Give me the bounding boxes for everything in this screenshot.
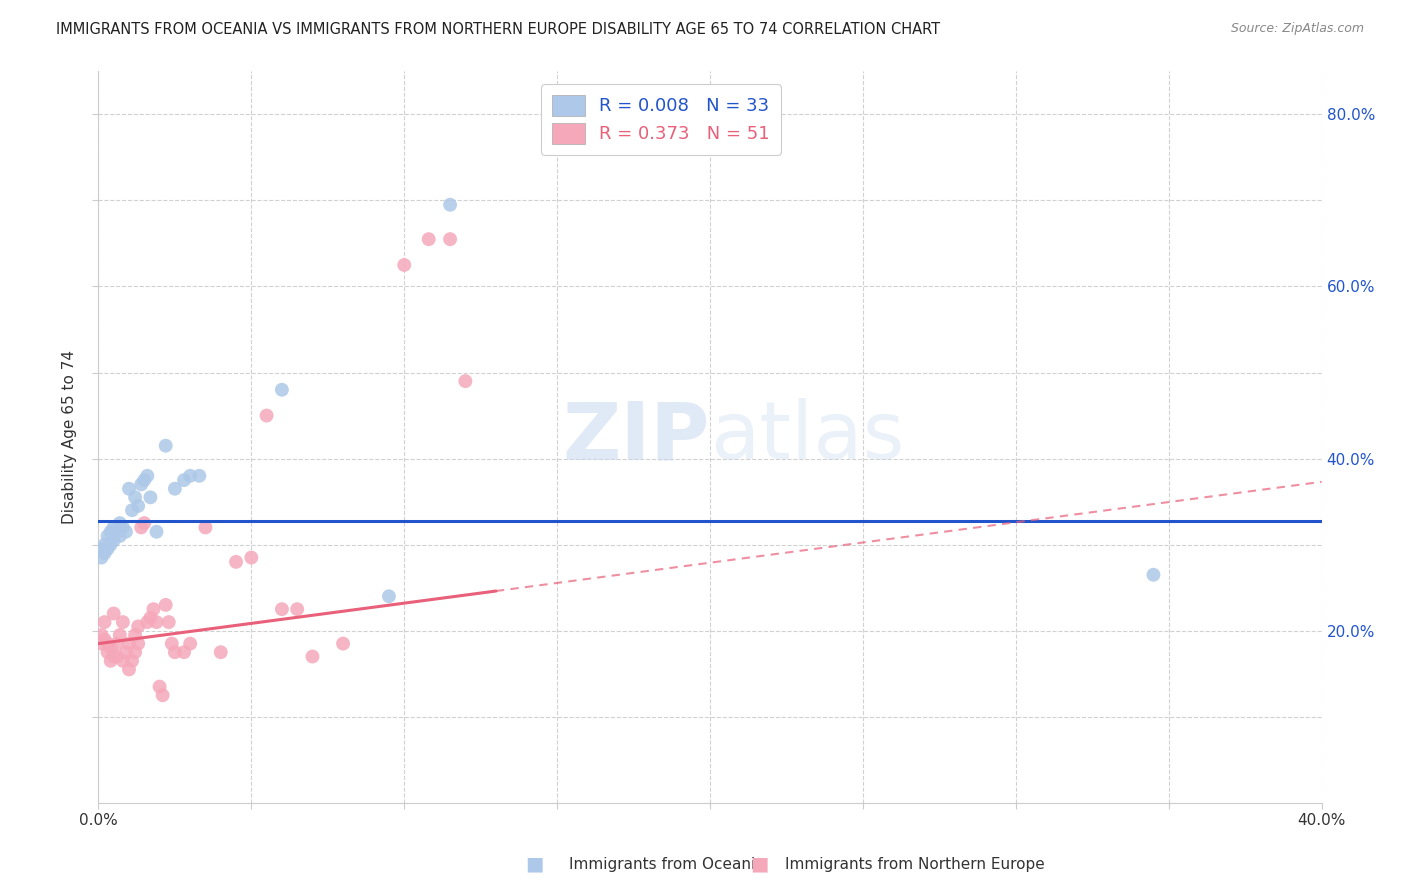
- Text: ■: ■: [524, 855, 544, 873]
- Point: [155, 439, 177, 453]
- Point: [121, 654, 143, 668]
- Point: [105, 637, 128, 651]
- Point: [100, 640, 122, 655]
- Point: [145, 524, 167, 539]
- Point: [209, 645, 232, 659]
- Point: [100, 654, 122, 668]
- Point: [145, 615, 167, 629]
- Text: ZIP: ZIP: [562, 398, 710, 476]
- Point: [188, 468, 211, 483]
- Point: [124, 645, 146, 659]
- Point: [129, 520, 152, 534]
- Point: [97, 645, 120, 659]
- Point: [152, 688, 174, 702]
- Point: [97, 529, 120, 543]
- Point: [93, 546, 115, 560]
- Point: [270, 602, 292, 616]
- Point: [97, 637, 120, 651]
- Point: [173, 645, 195, 659]
- Point: [129, 477, 152, 491]
- Point: [163, 645, 186, 659]
- Point: [392, 258, 416, 272]
- Point: [285, 602, 308, 616]
- Point: [270, 383, 292, 397]
- Point: [332, 637, 354, 651]
- Point: [90, 541, 112, 556]
- Point: [127, 499, 149, 513]
- Point: [100, 524, 122, 539]
- Point: [454, 374, 477, 388]
- Point: [139, 611, 162, 625]
- Point: [111, 654, 134, 668]
- Point: [127, 637, 149, 651]
- Point: [121, 503, 143, 517]
- Point: [149, 680, 172, 694]
- Point: [108, 529, 131, 543]
- Point: [103, 533, 125, 548]
- Point: [97, 541, 120, 556]
- Point: [378, 589, 401, 603]
- Legend: R = 0.008   N = 33, R = 0.373   N = 51: R = 0.008 N = 33, R = 0.373 N = 51: [541, 84, 780, 154]
- Point: [103, 607, 125, 621]
- Point: [90, 628, 112, 642]
- Point: [157, 615, 180, 629]
- Point: [163, 482, 186, 496]
- Point: [118, 482, 141, 496]
- Point: [124, 491, 146, 505]
- Point: [108, 516, 131, 530]
- Point: [103, 520, 125, 534]
- Point: [1142, 567, 1164, 582]
- Point: [134, 516, 156, 530]
- Point: [179, 468, 201, 483]
- Text: Immigrants from Oceania: Immigrants from Oceania: [569, 857, 765, 871]
- Point: [136, 468, 159, 483]
- Point: [93, 632, 115, 647]
- Point: [155, 598, 177, 612]
- Point: [111, 615, 134, 629]
- Point: [225, 555, 247, 569]
- Point: [160, 637, 183, 651]
- Point: [90, 637, 112, 651]
- Point: [90, 550, 112, 565]
- Point: [108, 628, 131, 642]
- Point: [100, 538, 122, 552]
- Point: [194, 520, 217, 534]
- Y-axis label: Disability Age 65 to 74: Disability Age 65 to 74: [62, 350, 77, 524]
- Text: atlas: atlas: [710, 398, 904, 476]
- Point: [173, 473, 195, 487]
- Point: [115, 524, 138, 539]
- Point: [124, 628, 146, 642]
- Point: [115, 645, 138, 659]
- Text: Source: ZipAtlas.com: Source: ZipAtlas.com: [1230, 22, 1364, 36]
- Text: IMMIGRANTS FROM OCEANIA VS IMMIGRANTS FROM NORTHERN EUROPE DISABILITY AGE 65 TO : IMMIGRANTS FROM OCEANIA VS IMMIGRANTS FR…: [56, 22, 941, 37]
- Point: [256, 409, 278, 423]
- Point: [105, 524, 128, 539]
- Point: [105, 649, 128, 664]
- Point: [93, 615, 115, 629]
- Point: [93, 538, 115, 552]
- Text: ■: ■: [749, 855, 769, 873]
- Point: [111, 520, 134, 534]
- Point: [127, 619, 149, 633]
- Point: [179, 637, 201, 651]
- Point: [136, 615, 159, 629]
- Point: [118, 637, 141, 651]
- Point: [439, 232, 461, 246]
- Point: [118, 662, 141, 676]
- Point: [418, 232, 440, 246]
- Point: [240, 550, 263, 565]
- Point: [142, 602, 165, 616]
- Text: Immigrants from Northern Europe: Immigrants from Northern Europe: [785, 857, 1045, 871]
- Point: [134, 473, 156, 487]
- Point: [439, 198, 461, 212]
- Point: [301, 649, 323, 664]
- Point: [103, 649, 125, 664]
- Point: [139, 491, 162, 505]
